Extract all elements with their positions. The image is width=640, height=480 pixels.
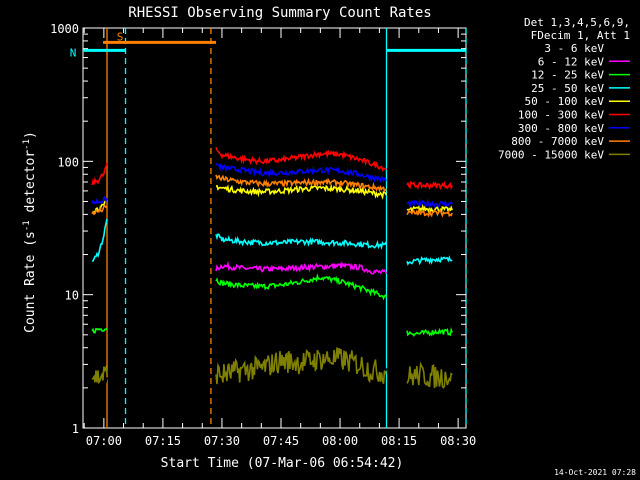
- x-tick-label: 08:15: [381, 434, 417, 448]
- chart-title: RHESSI Observing Summary Count Rates: [128, 5, 431, 21]
- y-axis: 1 10 100 1000: [50, 22, 466, 436]
- series-7000-15000keV: [91, 347, 453, 389]
- series-800-7000keV: [91, 174, 453, 218]
- series-line: [406, 208, 453, 218]
- legend-label: 3 - 6 keV: [544, 42, 604, 55]
- legend-header-line-1: Det 1,3,4,5,6,9,: [524, 16, 630, 29]
- series-line: [91, 365, 108, 400]
- series-50-100keV: [91, 183, 453, 215]
- series-line: [91, 218, 108, 262]
- legend-label: 50 - 100 keV: [525, 95, 605, 108]
- series-line: [91, 162, 108, 186]
- legend-label: 800 - 7000 keV: [511, 135, 604, 148]
- series-300-800keV: [91, 162, 453, 210]
- series-line: [406, 198, 453, 210]
- timestamp: 14-Oct-2021 07:28: [554, 468, 636, 477]
- y-tick-label: 10: [65, 289, 79, 303]
- series-line: [91, 204, 108, 216]
- series-line: [406, 180, 453, 191]
- x-axis-label: Start Time (07-Mar-06 06:54:42): [161, 456, 404, 471]
- vertical-markers: [106, 28, 467, 428]
- series-line: [406, 361, 453, 389]
- series-25-50keV: [91, 218, 453, 266]
- annotation-label: N: [70, 46, 77, 59]
- series-line: [91, 364, 108, 385]
- legend-label: 25 - 50 keV: [531, 82, 604, 95]
- x-tick-label: 07:45: [263, 434, 299, 448]
- x-axis: 07:00 07:15 07:30 07:45 08:00 08:15 08:30: [83, 28, 476, 448]
- x-tick-label: 07:30: [204, 434, 240, 448]
- series-12-25keV: [91, 273, 453, 337]
- series-line: [215, 273, 388, 301]
- series-line: [215, 347, 387, 385]
- legend-label: 6 - 12 keV: [538, 55, 605, 68]
- series-line: [215, 183, 388, 200]
- annotation-label: S: [117, 30, 124, 43]
- legend-label: 300 - 800 keV: [518, 122, 604, 135]
- series-group: [91, 147, 453, 400]
- legend-label: 7000 - 15000 keV: [498, 148, 604, 161]
- series-line: [91, 195, 108, 205]
- legend-header-line-2: FDecim 1, Att 1: [531, 29, 630, 42]
- legend: Det 1,3,4,5,6,9, FDecim 1, Att 1 3 - 6 k…: [498, 16, 630, 161]
- series-line: [406, 326, 453, 337]
- series-line: [91, 327, 108, 334]
- legend-label: 12 - 25 keV: [531, 69, 604, 82]
- x-tick-label: 07:15: [145, 434, 181, 448]
- series-line: [215, 260, 388, 275]
- series-line: [215, 337, 388, 386]
- legend-label: 100 - 300 keV: [518, 109, 604, 122]
- series-100-300keV: [91, 147, 453, 191]
- y-tick-label: 1: [72, 422, 79, 436]
- series-6-12keV: [215, 260, 388, 275]
- y-tick-label: 1000: [50, 22, 79, 36]
- series-line: [215, 162, 387, 183]
- series-line: [215, 147, 387, 172]
- y-tick-label: 100: [57, 155, 79, 169]
- y-axis-label: Count Rate (s-1 detector-1): [22, 131, 38, 333]
- annotation-bars: SN: [70, 30, 466, 59]
- x-tick-label: 08:30: [440, 434, 476, 448]
- series-line: [215, 174, 387, 193]
- series-line: [406, 255, 453, 266]
- series-line: [215, 233, 388, 250]
- x-tick-label: 08:00: [322, 434, 358, 448]
- x-tick-label: 07:00: [86, 434, 122, 448]
